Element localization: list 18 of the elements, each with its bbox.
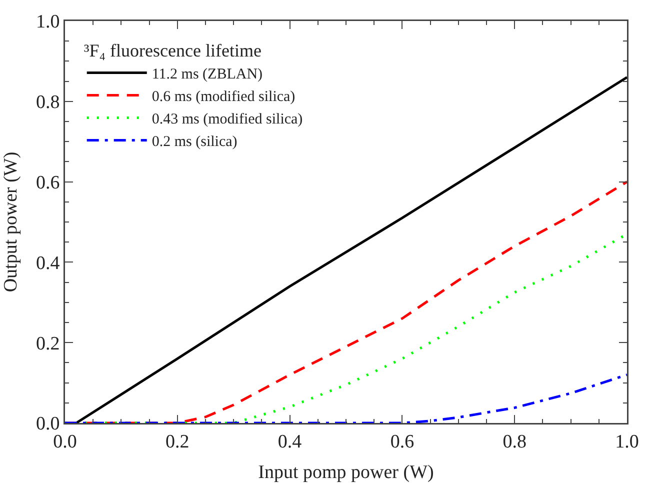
- y-tick-label: 1.0: [36, 12, 60, 33]
- y-tick-label: 0.8: [36, 92, 60, 114]
- legend-label: 0.2 ms (silica): [152, 134, 238, 150]
- y-axis-title: Output power (W): [0, 152, 22, 292]
- x-tick-label: 0.8: [502, 431, 526, 452]
- line-series: [65, 374, 627, 423]
- x-tick-label: 0.2: [166, 431, 190, 452]
- x-tick-label: 0.4: [278, 431, 302, 452]
- x-tick-label: 1.0: [615, 431, 639, 452]
- y-tick-label: 0.4: [36, 252, 60, 274]
- legend-label: 11.2 ms (ZBLAN): [152, 66, 263, 83]
- y-tick-label: 0.6: [36, 172, 60, 194]
- legend-label: 0.43 ms (modified silica): [152, 112, 303, 128]
- y-tick-label: 0.2: [36, 333, 60, 354]
- legend-title: ³F₄ fluorescence lifetime: [84, 40, 262, 60]
- x-axis-title: Input pomp power (W): [258, 462, 434, 483]
- x-tick-label: 0.6: [390, 431, 414, 452]
- legend-label: 0.6 ms (modified silica): [152, 89, 296, 106]
